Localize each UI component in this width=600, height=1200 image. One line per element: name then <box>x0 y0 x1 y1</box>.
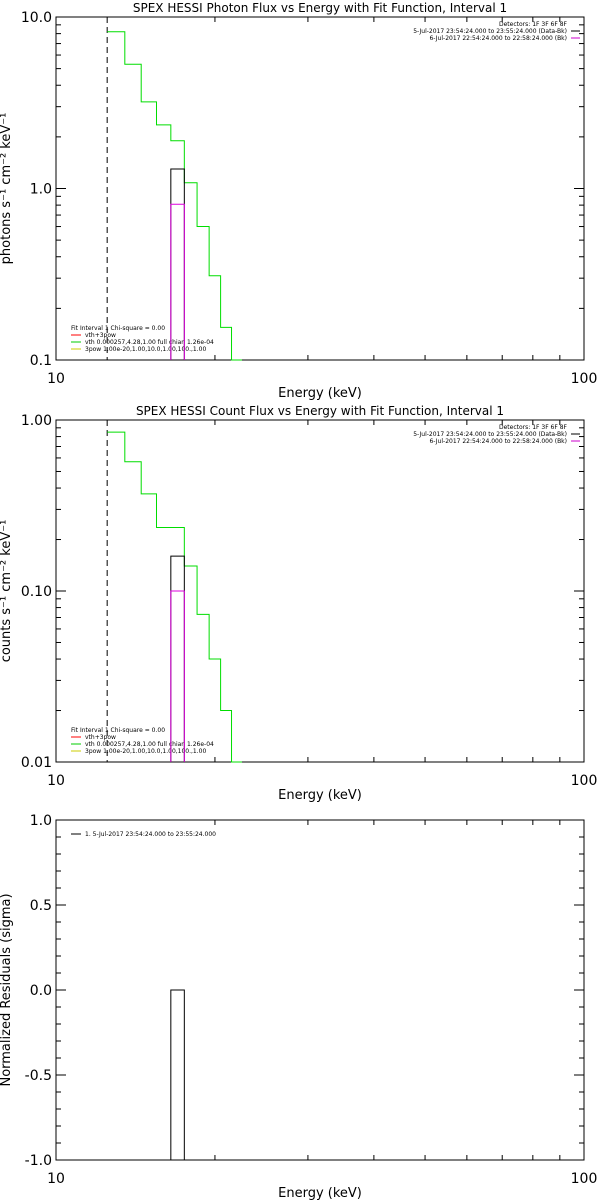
x-tick-label: 100 <box>571 1171 598 1187</box>
chart-panel-2: SPEX HESSI Count Flux vs Energy with Fit… <box>0 404 597 803</box>
x-axis-label: Energy (keV) <box>278 1186 362 1200</box>
plot-frame <box>55 819 585 1161</box>
y-tick-label: 0.0 <box>30 983 52 999</box>
y-axis-label: photons s⁻¹ cm⁻² keV⁻¹ <box>0 113 14 265</box>
legend-label: vth 0.000257,4.28,1.00 full chian 1.26e-… <box>85 339 214 346</box>
plot-frame <box>55 16 585 361</box>
x-tick-label: 10 <box>47 1171 65 1187</box>
series-histogram-1 <box>107 431 242 763</box>
y-axis-label: counts s⁻¹ cm⁻² keV⁻¹ <box>0 520 14 663</box>
x-axis-label: Energy (keV) <box>278 386 362 401</box>
x-tick-label: 100 <box>571 773 598 789</box>
header-line: Detectors: 1F 3F 6F 8F <box>499 424 568 431</box>
fit-header: Fit Interval 1 Chi-square = 0.00 <box>71 727 165 734</box>
chart-title: SPEX HESSI Count Flux vs Energy with Fit… <box>136 404 504 418</box>
series-histogram-2 <box>170 555 185 762</box>
series-histogram-3 <box>170 590 185 762</box>
chart-panel-1: SPEX HESSI Photon Flux vs Energy with Fi… <box>0 1 597 401</box>
legend-label: 3pow 1.00e-20,1.00,10.0,1.00,100.,1.00 <box>85 346 206 353</box>
series-histogram-1 <box>170 989 185 1160</box>
y-tick-label: 0.1 <box>30 353 52 369</box>
x-tick-label: 10 <box>47 371 65 387</box>
y-tick-label: 1.00 <box>21 413 52 429</box>
chart-panel-3: Energy (keV) Normalized Residuals (sigma)… <box>0 813 597 1200</box>
x-tick-label: 10 <box>47 773 65 789</box>
legend-label: vth+3pow <box>85 332 116 339</box>
series-histogram-2 <box>170 168 185 360</box>
x-axis-label: Energy (keV) <box>278 788 362 803</box>
header-line: 5-Jul-2017 23:54:24.000 to 23:55:24.000 … <box>413 28 567 35</box>
y-tick-label: 1.0 <box>30 813 52 829</box>
header-line: 6-Jul-2017 22:54:24.000 to 22:58:24.000 … <box>429 438 567 445</box>
y-tick-label: -0.5 <box>25 1068 52 1084</box>
y-tick-label: -1.0 <box>25 1153 52 1169</box>
y-tick-label: 0.01 <box>21 755 52 771</box>
series-histogram-1 <box>107 31 242 361</box>
x-tick-label: 100 <box>571 371 598 387</box>
y-axis-label: Normalized Residuals (sigma) <box>0 893 14 1086</box>
legend-label: vth 0.000257,4.28,1.00 full chian 1.26e-… <box>85 741 214 748</box>
header-line: 5-Jul-2017 23:54:24.000 to 23:55:24.000 … <box>413 431 567 438</box>
plot-frame <box>55 419 585 763</box>
chart-title: SPEX HESSI Photon Flux vs Energy with Fi… <box>133 1 507 15</box>
fit-header: Fit Interval 1 Chi-square = 0.00 <box>71 325 165 332</box>
legend-label: 1. 5-Jul-2017 23:54:24.000 to 23:55:24.0… <box>85 831 216 838</box>
legend-label: 3pow 1.00e-20,1.00,10.0,1.00,100.,1.00 <box>85 748 206 755</box>
y-tick-label: 0.5 <box>30 898 52 914</box>
legend-label: vth+3pow <box>85 734 116 741</box>
header-line: 6-Jul-2017 22:54:24.000 to 22:58:24.000 … <box>429 35 567 42</box>
y-tick-label: 0.10 <box>21 584 52 600</box>
y-tick-label: 1.0 <box>30 182 52 198</box>
y-tick-label: 10.0 <box>21 10 52 26</box>
header-line: Detectors: 1F 3F 6F 8F <box>499 21 568 28</box>
series-histogram-3 <box>170 203 185 360</box>
